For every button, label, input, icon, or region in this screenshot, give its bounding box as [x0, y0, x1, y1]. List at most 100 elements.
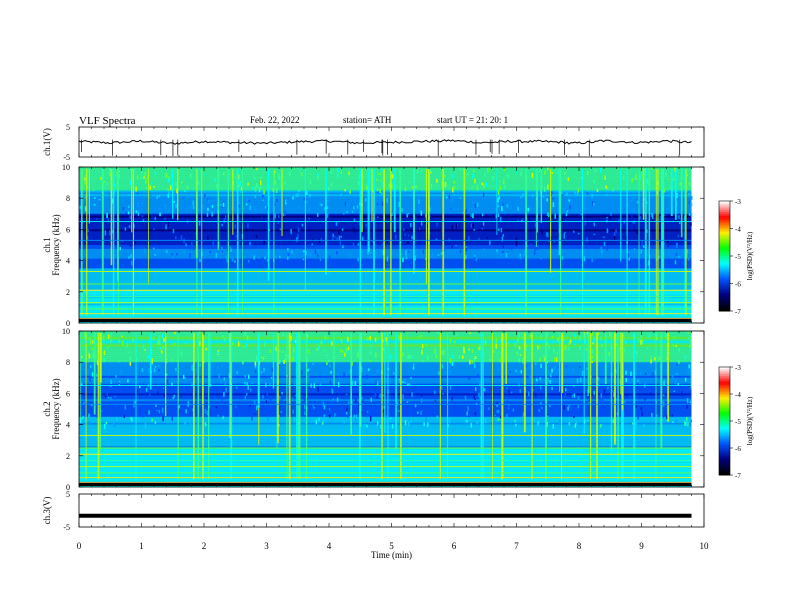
spectrogram-speckle	[464, 395, 467, 400]
spectrogram-speckle	[579, 366, 581, 368]
spectrogram-speckle	[534, 362, 537, 365]
spectrogram-speckle	[298, 205, 300, 210]
y-tick-label: 4	[66, 421, 70, 430]
spectrogram-speckle	[282, 332, 285, 337]
spectrogram-speckle	[627, 253, 630, 258]
colorbar-label: log(PSD)(V²/Hz)	[746, 231, 754, 280]
spectrogram-row	[79, 448, 692, 451]
spectrogram-speckle	[498, 367, 500, 371]
spectrogram-speckle	[149, 393, 151, 397]
spectrogram-speckle	[81, 412, 84, 414]
spectrogram-speckle	[285, 200, 288, 203]
colorbar-swatch	[719, 305, 730, 308]
spectrogram-speckle	[453, 180, 455, 184]
y-tick-label: 8	[66, 358, 70, 367]
spectrogram-speckle	[160, 348, 162, 353]
spectrogram-speckle	[510, 246, 513, 251]
spectrogram-speckle	[292, 409, 294, 414]
spectrogram-speckle	[293, 416, 296, 422]
spectrogram-speckle	[497, 197, 499, 203]
spectrogram-speckle	[326, 354, 329, 357]
colorbar-swatch	[719, 390, 730, 393]
colorbar-swatch	[719, 367, 730, 370]
spectrogram-speckle	[591, 361, 593, 363]
spectrogram-speckle	[151, 358, 153, 364]
spectrogram-speckle	[126, 342, 129, 348]
spectrogram-speckle	[381, 169, 383, 172]
spectrogram-speckle	[249, 403, 251, 407]
spectrogram-row	[79, 321, 692, 324]
spectrogram-speckle	[168, 380, 170, 384]
colorbar-swatch	[719, 458, 730, 462]
colorbar-swatch	[719, 237, 730, 240]
spectrogram-row	[79, 180, 692, 183]
spectrogram-speckle	[192, 408, 194, 412]
spectrogram-speckle	[215, 240, 218, 242]
spectrogram-speckle	[91, 372, 94, 377]
spectrogram-speckle	[412, 186, 414, 189]
spectrogram-speckle	[170, 170, 173, 172]
spectrogram-speckle	[473, 394, 475, 400]
spectrogram-speckle	[568, 346, 570, 351]
spectrogram-speckle	[189, 224, 192, 229]
spectrogram-speckle	[313, 221, 316, 226]
spectrogram-speckle	[247, 182, 249, 186]
spectrogram-speckle	[79, 237, 82, 242]
spectrogram-speckle	[451, 244, 454, 249]
spectrogram-row	[79, 192, 692, 195]
spectrogram-speckle	[461, 355, 464, 359]
spectrogram-speckle	[296, 237, 298, 242]
spectrogram-speckle	[476, 420, 478, 425]
spectrogram-ylabel-channel: ch.2	[42, 401, 52, 416]
spectrogram-speckle	[297, 227, 300, 232]
spectrogram-speckle	[458, 355, 461, 359]
spectrogram-speckle	[319, 201, 321, 207]
spectrogram-speckle	[254, 186, 257, 192]
spectrogram-speckle	[385, 232, 387, 237]
spectrogram-speckle	[275, 347, 278, 351]
spectrogram-speckle	[427, 422, 429, 427]
spectrogram-speckle	[124, 404, 127, 410]
spectrogram-speckle	[418, 199, 420, 204]
spectrogram-speckle	[499, 216, 502, 222]
spectrogram-speckle	[507, 371, 510, 374]
spectrogram-speckle	[154, 366, 157, 368]
spectrogram-speckle	[593, 337, 596, 342]
spectrogram-speckle	[472, 185, 474, 188]
spectrogram-speckle	[145, 178, 147, 184]
spectrogram-speckle	[257, 240, 260, 243]
spectrogram-speckle	[455, 244, 457, 247]
spectrogram-speckle	[165, 224, 167, 230]
spectrogram-speckle	[156, 391, 159, 395]
colorbar-swatch	[719, 257, 730, 261]
spectrogram-speckle	[662, 415, 665, 418]
x-tick-label: 5	[389, 541, 394, 551]
spectrogram-row	[79, 182, 692, 185]
spectrogram-speckle	[420, 394, 423, 397]
spectrogram-speckle	[98, 199, 101, 201]
spectrogram-speckle	[665, 172, 667, 177]
colorbar-swatch	[719, 440, 730, 444]
spectrogram-speckle	[521, 202, 523, 206]
spectrogram-speckle	[465, 419, 468, 423]
spectrogram-speckle	[105, 421, 108, 425]
spectrogram-speckle	[594, 169, 597, 173]
spectrogram-speckle	[279, 255, 281, 259]
spectrogram-speckle	[202, 204, 204, 210]
spectrogram-speckle	[364, 333, 366, 336]
spectrogram-speckle	[456, 334, 459, 337]
colorbar-swatch	[719, 403, 730, 406]
spectrogram-speckle	[493, 350, 495, 353]
colorbar-swatch	[719, 287, 730, 290]
spectrogram-speckle	[323, 372, 326, 376]
spectrogram-speckle	[351, 361, 353, 366]
spectrogram-row	[79, 473, 692, 476]
spectrogram-speckle	[113, 190, 116, 194]
spectrogram-row	[79, 266, 692, 269]
spectrogram-speckle	[254, 195, 257, 199]
spectrogram-speckle	[544, 170, 546, 175]
spectrogram-speckle	[674, 260, 677, 265]
spectrogram-speckle	[360, 411, 363, 414]
colorbar-swatch	[719, 204, 730, 207]
spectrogram-speckle	[152, 247, 155, 250]
